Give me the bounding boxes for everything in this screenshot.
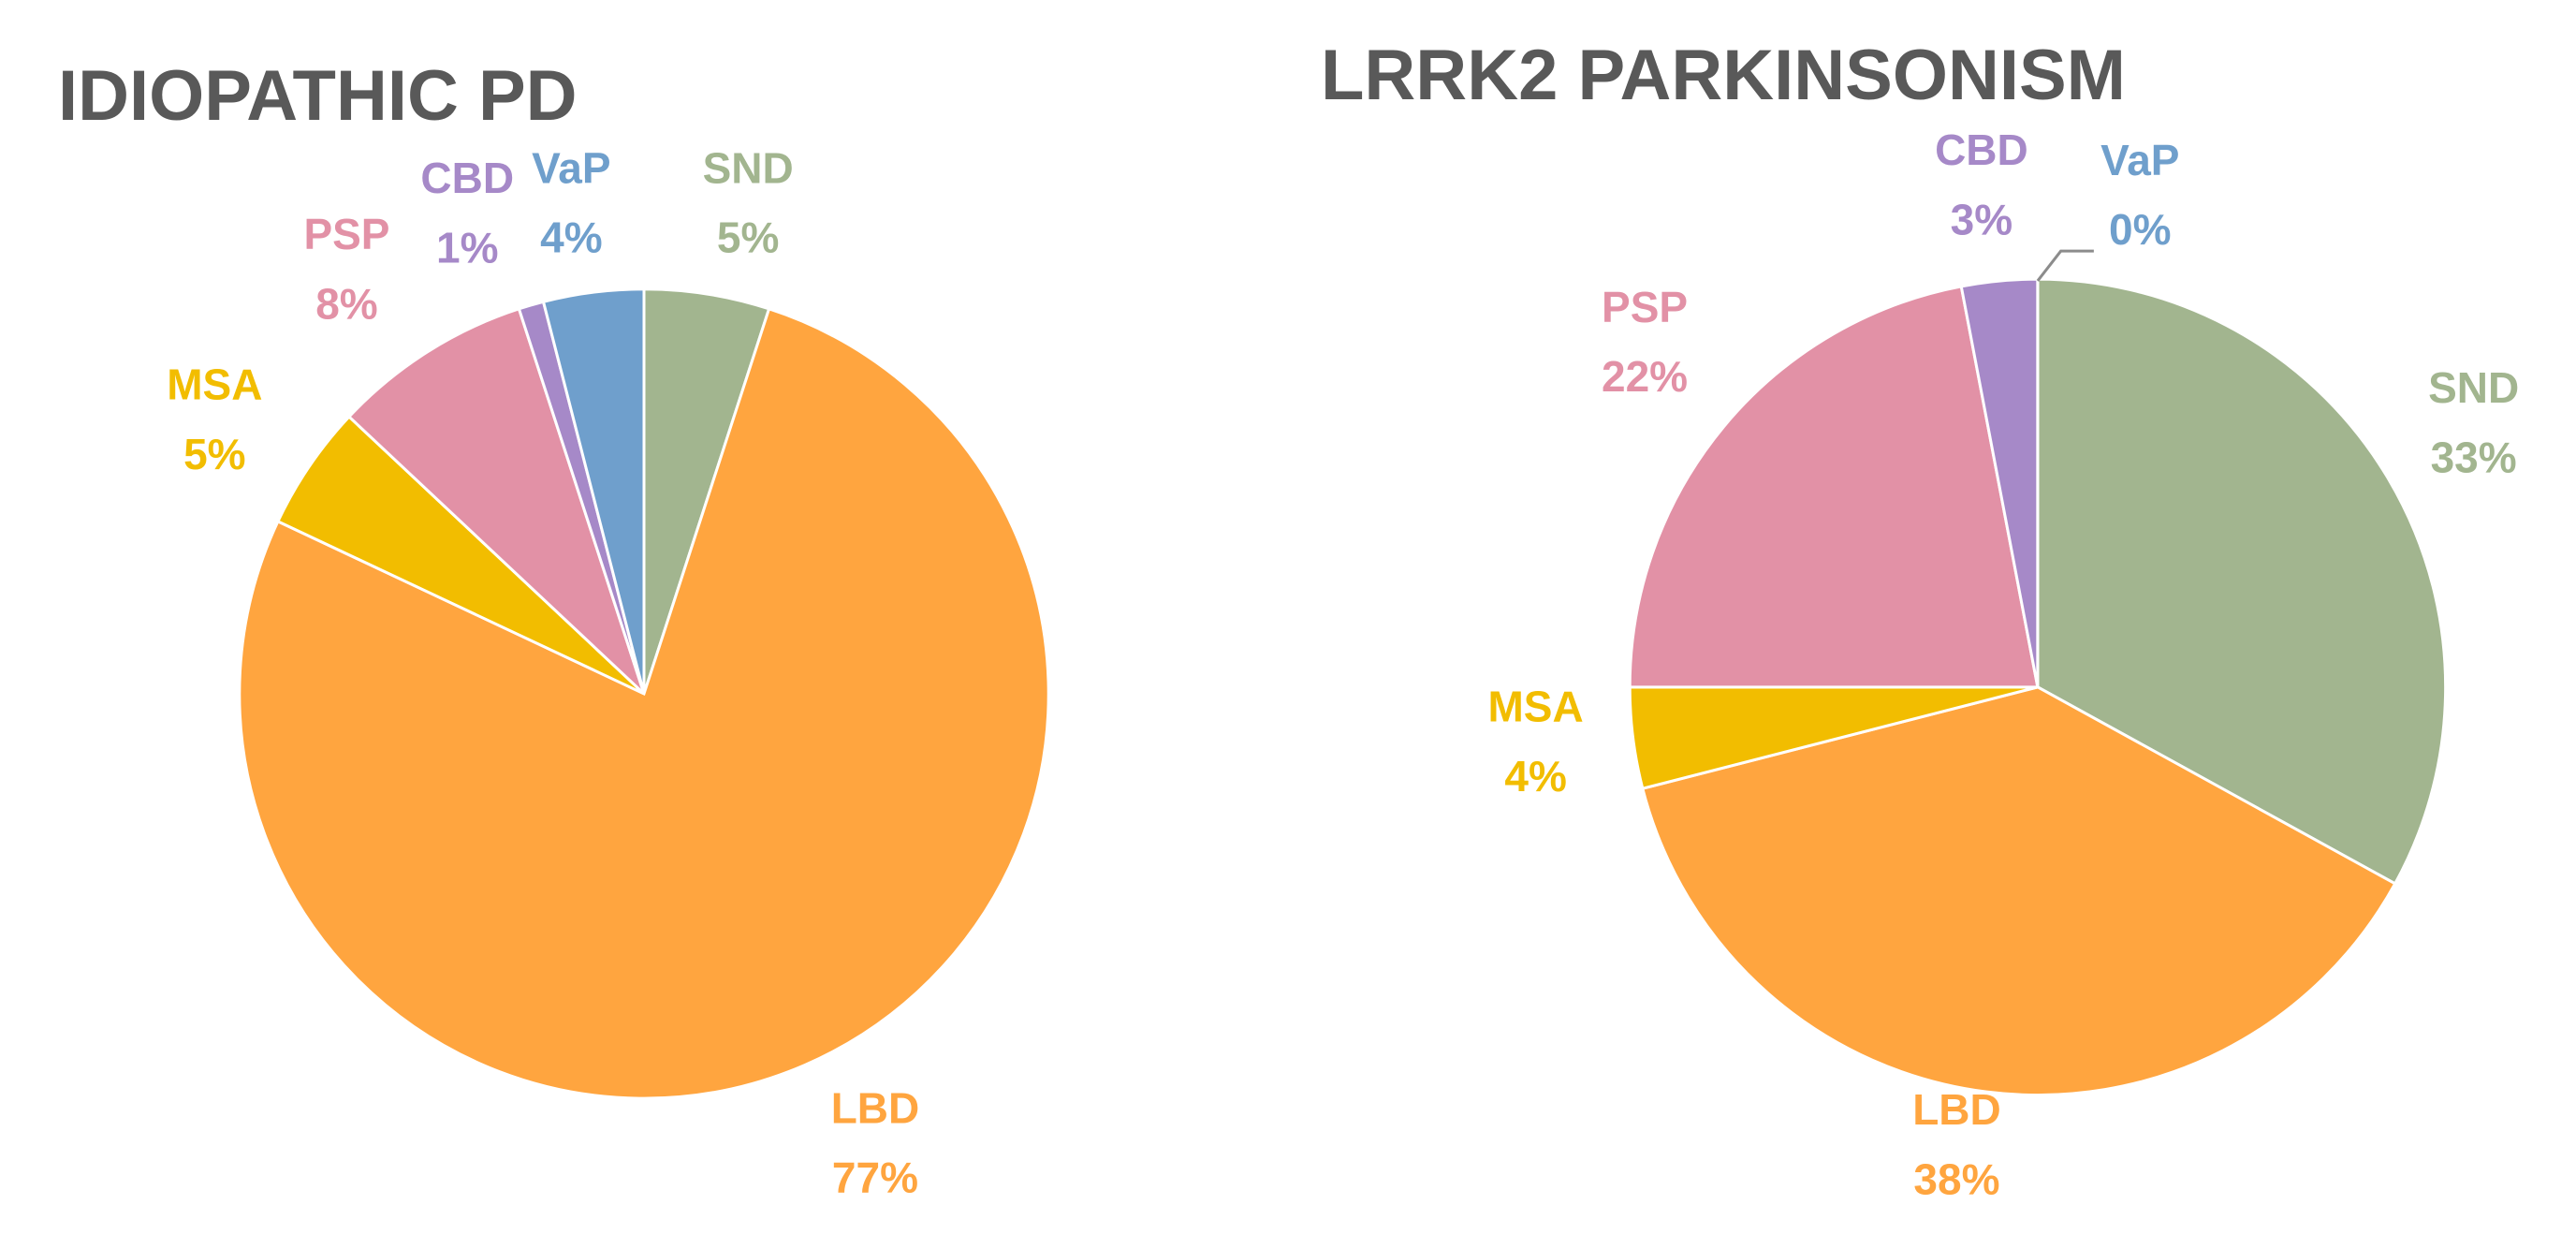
slice-value-label: 77% <box>832 1153 918 1201</box>
pie-slice <box>1628 285 2040 689</box>
slice-label: CBD <box>1935 125 2028 174</box>
pie-slice <box>1641 685 2397 1097</box>
slice-label: LBD <box>1912 1085 2001 1134</box>
slice-value-label: 5% <box>183 430 245 478</box>
slice-label: VaP <box>532 144 610 193</box>
pie-slice <box>2036 277 2448 886</box>
slice-value-label: 3% <box>1951 195 2012 243</box>
slice-label: SND <box>703 144 794 193</box>
leader-line <box>2036 249 2094 282</box>
slice-label: CBD <box>420 154 514 202</box>
slice-value-label: 8% <box>315 279 377 328</box>
slice-value-label: 22% <box>1602 352 1688 401</box>
slice-value-label: 1% <box>436 223 498 272</box>
slice-label: SND <box>2428 363 2519 412</box>
chart-title: IDIOPATHIC PD <box>58 56 578 136</box>
slice-value-label: 5% <box>717 213 779 262</box>
slice-value-label: 4% <box>1504 752 1566 801</box>
slice-value-label: 4% <box>540 213 602 262</box>
slice-label: VaP <box>2100 136 2179 184</box>
slice-value-label: 0% <box>2109 205 2171 254</box>
pie-slice <box>238 306 1050 1100</box>
chart-title: LRRK2 PARKINSONISM <box>1321 36 2126 115</box>
slice-label: LBD <box>831 1083 920 1132</box>
slice-value-label: 33% <box>2431 433 2517 481</box>
pie-slice <box>541 287 646 695</box>
slice-label: MSA <box>167 360 262 409</box>
slice-label: PSP <box>303 210 389 258</box>
slice-value-label: 38% <box>1913 1154 1999 1203</box>
slice-label: MSA <box>1487 683 1583 731</box>
slice-label: PSP <box>1602 283 1688 331</box>
pie-slice <box>346 306 646 696</box>
